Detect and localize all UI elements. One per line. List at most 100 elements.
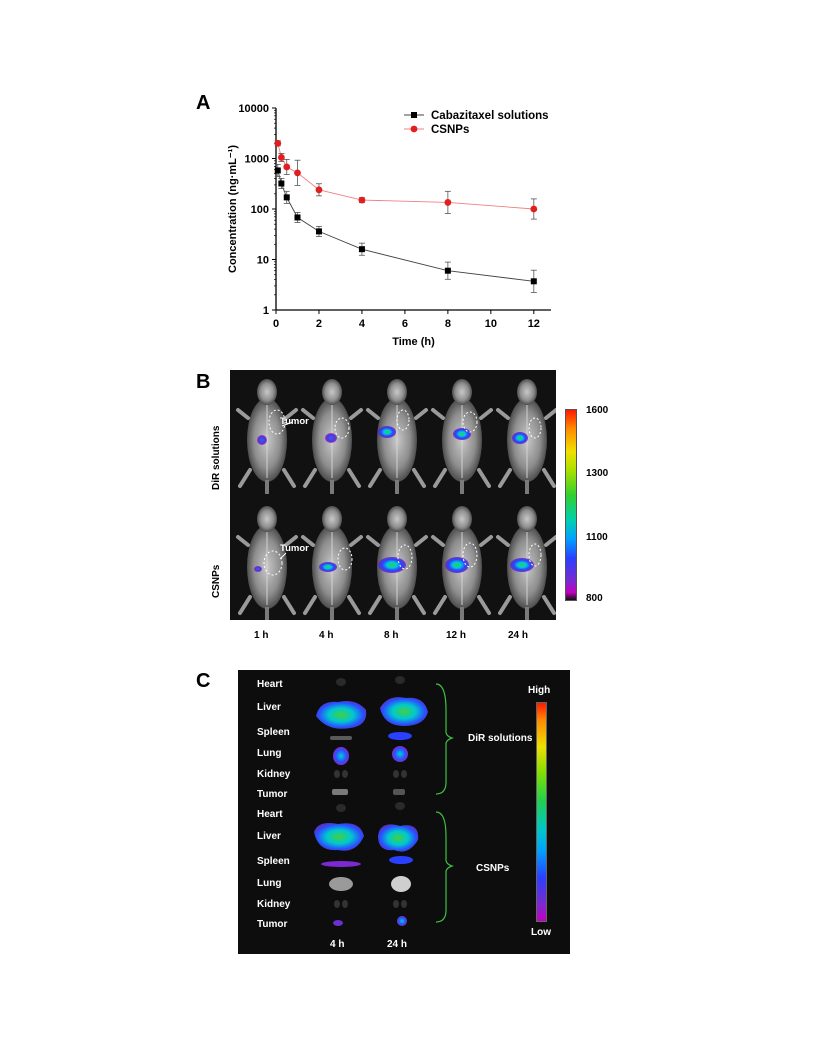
organ-label: Lung xyxy=(257,878,282,889)
time-label: 4 h xyxy=(330,939,345,950)
data-point-square xyxy=(358,246,365,253)
organ-signal xyxy=(333,747,349,765)
x-tick-label: 0 xyxy=(273,318,279,330)
x-tick-label: 12 xyxy=(528,318,540,330)
organ-signal xyxy=(389,856,413,864)
series-line xyxy=(277,143,534,210)
data-point-square xyxy=(294,214,301,221)
fluorescence-signal xyxy=(325,433,337,443)
group-label-csnps: CSNPs xyxy=(476,863,510,874)
imaging-panel: Tumor Tumor xyxy=(230,370,558,623)
fluorescence-signal xyxy=(319,562,337,572)
x-tick-label: 2 xyxy=(316,318,322,330)
scale-tick: 1100 xyxy=(586,532,608,543)
row-label-csnps: CSNPs xyxy=(211,564,222,598)
intensity-color-scale xyxy=(536,702,547,922)
organ-label: Lung xyxy=(257,748,282,759)
fluorescence-signal xyxy=(254,566,262,572)
tumor-label: Tumor xyxy=(280,543,309,554)
concentration-chart: 0 2 4 6 8 10 12 1 10 100 1000 10000 Time (h) Concentr… xyxy=(227,103,551,348)
organ-signal xyxy=(392,746,408,762)
tumor-outline xyxy=(268,409,286,435)
data-point-circle xyxy=(315,186,323,194)
organ-signal xyxy=(316,701,367,729)
organ-signal xyxy=(333,920,343,926)
y-axis-label: Concentration (ng·mL⁻¹) xyxy=(227,145,239,273)
tumor-outline xyxy=(397,544,413,570)
time-label: 24 h xyxy=(508,630,529,641)
mouse-image xyxy=(236,377,298,496)
organ-label: Kidney xyxy=(257,769,291,780)
data-point-circle xyxy=(358,196,366,204)
organ-label: Heart xyxy=(257,679,283,690)
data-point-circle xyxy=(283,163,291,171)
fluorescence-signal xyxy=(510,558,534,572)
organ-signal xyxy=(397,916,407,926)
tumor-label: Tumor xyxy=(280,416,309,427)
intensity-color-scale xyxy=(565,409,577,601)
data-point-square xyxy=(278,180,285,187)
row-dir-solutions: Tumor xyxy=(236,377,558,496)
y-tick-label: 1000 xyxy=(245,154,269,166)
y-tick-label: 100 xyxy=(251,204,269,216)
organ-images xyxy=(314,676,454,926)
organ-label: Tumor xyxy=(257,919,288,930)
scale-low-label: Low xyxy=(531,927,551,938)
x-tick-label: 6 xyxy=(402,318,408,330)
tumor-outline xyxy=(334,417,350,439)
mouse-image xyxy=(366,377,428,496)
time-label: 4 h xyxy=(319,630,334,641)
fluorescence-signal xyxy=(378,426,396,438)
x-tick-label: 10 xyxy=(485,318,497,330)
data-point-square xyxy=(530,278,537,285)
tumor-outline xyxy=(528,543,542,567)
scale-tick: 800 xyxy=(586,593,603,604)
data-point-square xyxy=(283,194,290,201)
mouse-image xyxy=(236,504,298,623)
mouse-imaging-grid: Tumor Tumor xyxy=(236,377,558,623)
tumor-outline xyxy=(337,547,353,571)
fluorescence-signal xyxy=(512,432,528,444)
panel-a-letter: A xyxy=(196,92,211,114)
organ-signal xyxy=(321,861,361,867)
fluorescence-signal xyxy=(445,557,469,573)
organ-label: Spleen xyxy=(257,727,290,738)
panel-c-letter: C xyxy=(196,670,211,692)
y-tick-label: 10000 xyxy=(238,103,269,115)
scale-tick: 1300 xyxy=(586,468,609,479)
legend-label: CSNPs xyxy=(431,124,469,136)
tumor-outline xyxy=(396,409,410,431)
y-tick-label: 1 xyxy=(263,305,269,317)
organ-signal xyxy=(388,732,412,740)
fluorescence-signal xyxy=(257,435,267,445)
data-point-circle xyxy=(274,139,282,147)
tumor-outline xyxy=(462,411,478,433)
organ-signal xyxy=(378,824,419,852)
fluorescence-signal xyxy=(453,428,471,440)
legend-marker xyxy=(411,112,417,118)
data-point-circle xyxy=(294,169,301,177)
data-point-circle xyxy=(444,199,452,206)
group-label-dir: DiR solutions xyxy=(468,733,533,744)
organ-signal xyxy=(314,823,364,851)
organ-label: Kidney xyxy=(257,899,291,910)
scale-high-label: High xyxy=(528,685,551,696)
organ-label: Spleen xyxy=(257,856,290,867)
data-point-square xyxy=(274,167,281,174)
x-axis-label: Time (h) xyxy=(392,336,435,348)
panel-b-letter: B xyxy=(196,371,211,393)
row-label-dir: DiR solutions xyxy=(211,425,222,490)
x-tick-label: 4 xyxy=(359,318,366,330)
tumor-outline xyxy=(462,542,478,568)
legend-label: Cabazitaxel solutions xyxy=(431,110,549,122)
organ-label: Tumor xyxy=(257,789,288,800)
legend-marker xyxy=(410,125,418,133)
organ-label: Liver xyxy=(257,702,281,713)
time-label: 1 h xyxy=(254,630,269,641)
group-bracket xyxy=(435,811,454,923)
time-label: 8 h xyxy=(384,630,399,641)
organ-label: Liver xyxy=(257,831,281,842)
y-tick-label: 10 xyxy=(257,255,269,267)
organ-label: Heart xyxy=(257,809,283,820)
data-point-circle xyxy=(277,154,285,161)
